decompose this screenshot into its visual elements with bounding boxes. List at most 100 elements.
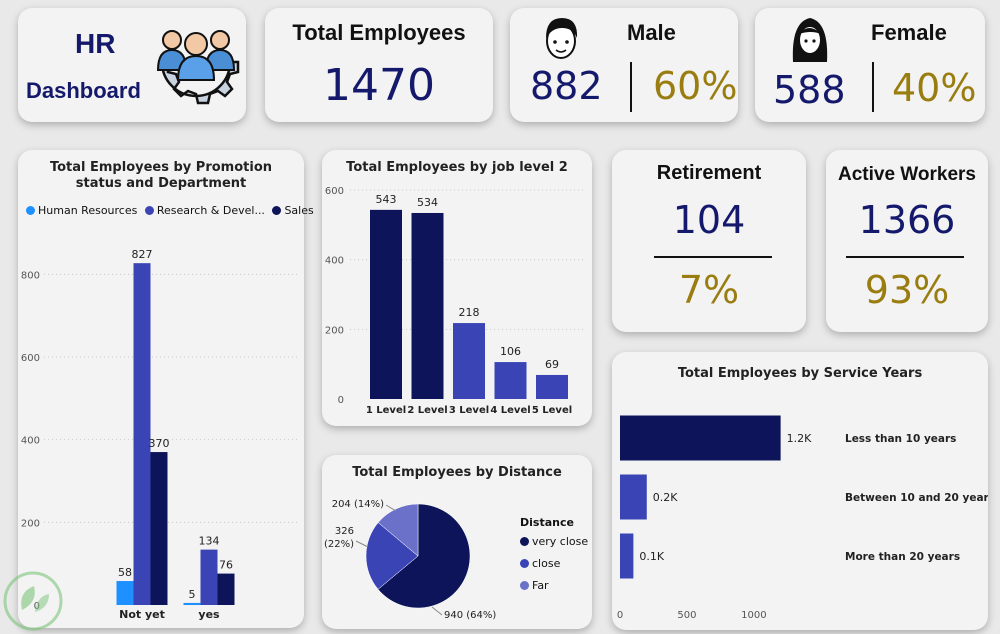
data-label: 1.2K bbox=[787, 432, 812, 445]
male-percent: 60% bbox=[653, 64, 738, 108]
x-tick-label: Not yet bbox=[119, 608, 165, 621]
job-level-chart-card: Total Employees by job level 2 0 200 400 60… bbox=[322, 150, 592, 426]
data-label: 370 bbox=[149, 437, 170, 450]
data-label: 827 bbox=[132, 248, 153, 261]
data-label: 106 bbox=[500, 345, 521, 358]
data-label: (22%) bbox=[324, 539, 354, 550]
female-divider bbox=[872, 62, 874, 112]
active-workers-label: Active Workers bbox=[838, 164, 976, 185]
logo-card: HR Dashboard bbox=[18, 8, 246, 122]
legend-dot-far bbox=[520, 581, 529, 590]
female-card: Female 588 40% bbox=[755, 8, 985, 122]
male-avatar-icon bbox=[546, 18, 578, 59]
active-workers-count: 1366 bbox=[858, 198, 956, 242]
female-label: Female bbox=[871, 20, 947, 45]
female-avatar-icon bbox=[792, 18, 828, 62]
bar bbox=[183, 602, 201, 605]
legend-label-close: close bbox=[532, 557, 561, 570]
distance-legend: Distance very close close Far bbox=[520, 515, 588, 597]
legend-dot-very-close bbox=[520, 537, 529, 546]
bar bbox=[217, 573, 235, 605]
legend-label-rd: Research & Devel... bbox=[156, 204, 265, 217]
legend-item-far[interactable]: Far bbox=[520, 575, 588, 597]
y-tick-label: 400 bbox=[325, 256, 344, 267]
bar bbox=[453, 323, 485, 399]
data-label: 543 bbox=[376, 193, 397, 206]
total-employees-label: Total Employees bbox=[292, 20, 466, 45]
y-tick-label: 0 bbox=[338, 395, 344, 406]
data-label: 76 bbox=[219, 559, 233, 572]
legend-item-hr[interactable]: Human Resources bbox=[26, 204, 137, 217]
bar bbox=[620, 533, 634, 579]
x-tick-label: 1000 bbox=[741, 610, 766, 621]
bar bbox=[411, 212, 444, 399]
total-employees-card: Total Employees 1470 bbox=[265, 8, 493, 122]
team-gear-icon bbox=[156, 30, 240, 105]
distance-legend-title: Distance bbox=[520, 516, 574, 529]
bar bbox=[620, 415, 781, 461]
retirement-percent: 7% bbox=[678, 268, 740, 312]
active-workers-divider bbox=[846, 256, 964, 258]
promotion-chart-title: Total Employees by Promotion status and … bbox=[49, 160, 273, 191]
data-label: 69 bbox=[545, 358, 559, 371]
male-divider bbox=[630, 62, 632, 112]
data-label: 218 bbox=[459, 306, 480, 319]
x-tick-label: 500 bbox=[677, 610, 696, 621]
male-card: Male 882 60% bbox=[510, 8, 738, 122]
pie-slice bbox=[365, 522, 419, 590]
distance-chart-title: Total Employees by Distance bbox=[352, 465, 562, 480]
x-tick-label: 4 Level bbox=[490, 405, 530, 416]
male-label: Male bbox=[627, 20, 676, 45]
legend-dot-sales bbox=[272, 206, 282, 215]
leader-line bbox=[355, 540, 369, 548]
retirement-count: 104 bbox=[672, 198, 746, 242]
y-tick-label: More than 20 years bbox=[845, 551, 960, 563]
y-tick-label: Between 10 and 20 years bbox=[845, 492, 988, 504]
legend-label-hr: Human Resources bbox=[38, 204, 138, 217]
y-tick-label: 200 bbox=[21, 518, 40, 529]
total-employees-value: 1470 bbox=[323, 60, 435, 111]
data-label: 940 (64%) bbox=[444, 610, 496, 621]
x-tick-label: 0 bbox=[617, 610, 623, 621]
leader-line bbox=[385, 504, 397, 512]
x-tick-label: 5 Level bbox=[532, 405, 572, 416]
job-level-chart-plot: 0 200 400 600 543 1 Level 534 2 Level 218 3 Level… bbox=[325, 186, 584, 416]
leader-line bbox=[431, 606, 443, 616]
promotion-legend: Human Resources Research & Devel... Sale… bbox=[26, 204, 314, 217]
retirement-divider bbox=[654, 256, 772, 258]
data-label: 534 bbox=[417, 196, 438, 209]
bar bbox=[200, 549, 218, 605]
legend-item-rd[interactable]: Research & Devel... bbox=[144, 204, 265, 217]
female-percent: 40% bbox=[892, 66, 977, 110]
legend-item-very-close[interactable]: very close bbox=[520, 531, 588, 553]
distance-chart-card: Total Employees by Distance 940 (64%) 326… bbox=[322, 455, 592, 629]
service-years-chart-title: Total Employees by Service Years bbox=[677, 366, 923, 381]
x-tick-label: 2 Level bbox=[407, 405, 447, 416]
service-years-chart-plot: 0 500 1000 1.2K Less than 10 years 0.2K Betwee… bbox=[617, 415, 988, 621]
promotion-chart-card: Total Employees by Promotion status and … bbox=[18, 150, 314, 628]
retirement-card: Retirement 104 7% bbox=[612, 150, 806, 332]
legend-label-sales: Sales bbox=[284, 204, 314, 217]
legend-item-close[interactable]: close bbox=[520, 553, 588, 575]
legend-dot-close bbox=[520, 559, 529, 568]
pie-slice bbox=[377, 503, 419, 557]
legend-item-sales[interactable]: Sales bbox=[272, 204, 314, 217]
y-tick-label: 600 bbox=[21, 353, 40, 364]
distance-chart-plot: 940 (64%) 326 (22%) 204 (14%) bbox=[324, 499, 496, 621]
data-label: 134 bbox=[199, 535, 220, 548]
male-count: 882 bbox=[530, 64, 603, 108]
logo-title-hr: HR bbox=[75, 28, 116, 59]
legend-label-far: Far bbox=[532, 579, 549, 592]
bar bbox=[150, 452, 168, 605]
bar bbox=[370, 209, 402, 399]
y-tick-label: 800 bbox=[21, 270, 40, 281]
job-level-chart-title: Total Employees by job level 2 bbox=[346, 160, 568, 175]
watermark-logo bbox=[3, 571, 63, 631]
y-tick-label: 600 bbox=[325, 186, 344, 197]
bar bbox=[116, 581, 134, 605]
bar bbox=[620, 474, 647, 520]
logo-title-dashboard: Dashboard bbox=[26, 78, 141, 103]
y-tick-label: 400 bbox=[21, 436, 40, 447]
legend-dot-hr bbox=[26, 206, 35, 215]
